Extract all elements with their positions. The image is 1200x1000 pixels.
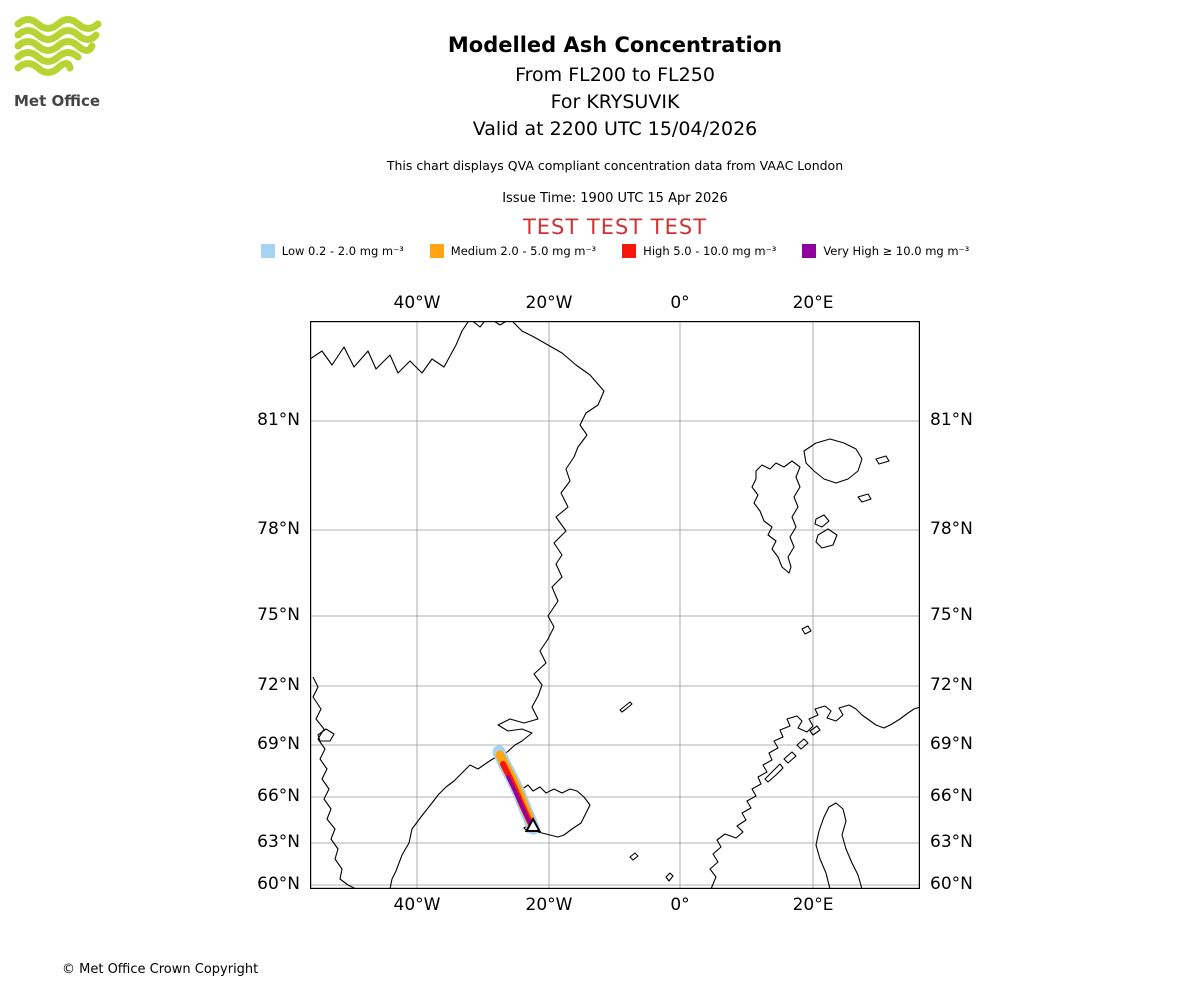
coastline-bear-island	[801, 625, 812, 635]
lon-label-bottom-40w: 40°W	[393, 895, 441, 915]
coastline-vesteralen	[783, 751, 797, 764]
test-banner: TEST TEST TEST	[522, 215, 708, 239]
legend-item-medium: Medium 2.0 - 5.0 mg m⁻³	[429, 244, 597, 258]
logo-wave-3	[14, 38, 96, 54]
coastline-nordaustlandet	[803, 438, 863, 484]
compliance-note: This chart displays QVA compliant concen…	[386, 158, 844, 173]
coastline-edgeoya	[815, 528, 838, 549]
issue-time: Issue Time: 1900 UTC 15 Apr 2026	[502, 191, 728, 206]
lat-label-left-60n: 60°N	[257, 874, 300, 894]
coastline-kong-karls-land	[857, 493, 872, 503]
lat-label-right-66n: 66°N	[930, 786, 973, 806]
met-office-logo	[14, 16, 106, 84]
lon-label-bottom-20w: 20°W	[525, 895, 573, 915]
met-office-logo-text: Met Office	[14, 92, 101, 110]
lat-label-right-69n: 69°N	[930, 734, 973, 754]
logo-wave-1	[14, 16, 102, 32]
legend-item-very-high: Very High ≥ 10.0 mg m⁻³	[802, 244, 969, 258]
map-canvas	[310, 321, 920, 889]
coastline-shetland	[665, 872, 674, 882]
legend-item-high: High 5.0 - 10.0 mg m⁻³	[622, 244, 776, 258]
lon-label-top-0: 0°	[670, 293, 690, 313]
coastline-norway-mainland	[709, 704, 920, 889]
lat-label-right-63n: 63°N	[930, 832, 973, 852]
lon-label-bottom-20e: 20°E	[792, 895, 834, 915]
logo-wave-5	[14, 60, 74, 76]
coastline-greenland-north-east	[310, 321, 605, 889]
coastline-jan-mayen	[619, 701, 633, 713]
lat-label-right-60n: 60°N	[930, 874, 973, 894]
legend-swatch-medium	[429, 244, 444, 258]
legend-swatch-low	[260, 244, 275, 258]
lat-label-left-69n: 69°N	[257, 734, 300, 754]
legend-swatch-high	[622, 244, 637, 258]
coastline-kvitoya	[875, 455, 890, 465]
met-office-logo-waves	[14, 16, 102, 76]
lat-label-left-63n: 63°N	[257, 832, 300, 852]
coastline-disko-island	[317, 728, 335, 742]
lat-label-left-81n: 81°N	[257, 410, 300, 430]
lon-label-top-40w: 40°W	[393, 293, 441, 313]
coastline-senja	[796, 738, 809, 750]
legend-label-very-high: Very High ≥ 10.0 mg m⁻³	[823, 244, 970, 258]
legend-label-high: High 5.0 - 10.0 mg m⁻³	[643, 244, 777, 258]
legend: Low 0.2 - 2.0 mg m⁻³ Medium 2.0 - 5.0 mg…	[30, 244, 1200, 258]
coastlines	[310, 321, 920, 889]
coastline-gulf-of-bothnia	[815, 802, 863, 889]
lon-label-bottom-0: 0°	[670, 895, 690, 915]
volcano-subtitle: For KRYSUVIK	[550, 91, 680, 113]
lat-label-right-78n: 78°N	[930, 519, 973, 539]
lat-label-left-72n: 72°N	[257, 675, 300, 695]
flight-level-subtitle: From FL200 to FL250	[515, 64, 715, 86]
coastline-spitsbergen	[751, 460, 801, 574]
lon-label-top-20e: 20°E	[792, 293, 834, 313]
legend-label-medium: Medium 2.0 - 5.0 mg m⁻³	[450, 244, 597, 258]
ash-plume	[492, 745, 540, 835]
lat-label-left-66n: 66°N	[257, 786, 300, 806]
copyright: © Met Office Crown Copyright	[62, 962, 259, 977]
legend-label-low: Low 0.2 - 2.0 mg m⁻³	[281, 244, 404, 258]
logo-wave-4	[14, 49, 82, 65]
logo-wave-2	[14, 27, 100, 43]
legend-item-low: Low 0.2 - 2.0 mg m⁻³	[260, 244, 404, 258]
volcano-marker	[524, 816, 542, 832]
valid-time-subtitle: Valid at 2200 UTC 15/04/2026	[472, 118, 758, 140]
lat-label-left-75n: 75°N	[257, 605, 300, 625]
lat-label-right-81n: 81°N	[930, 410, 973, 430]
lat-label-right-72n: 72°N	[930, 675, 973, 695]
map-frame	[310, 321, 920, 889]
lat-label-right-75n: 75°N	[930, 605, 973, 625]
legend-swatch-very-high	[802, 244, 817, 258]
coastline-barentsoya	[814, 514, 830, 528]
coastline-lofoten	[764, 763, 784, 783]
coastline-faroe-islands	[629, 852, 639, 861]
chart-title: Modelled Ash Concentration	[447, 33, 783, 57]
plume-contour-very-high	[506, 775, 533, 827]
coastline-greenland-west	[312, 676, 357, 889]
grid-lines	[310, 321, 920, 889]
coastline-kvaloya	[809, 725, 821, 736]
lat-label-left-78n: 78°N	[257, 519, 300, 539]
lon-label-top-20w: 20°W	[525, 293, 573, 313]
